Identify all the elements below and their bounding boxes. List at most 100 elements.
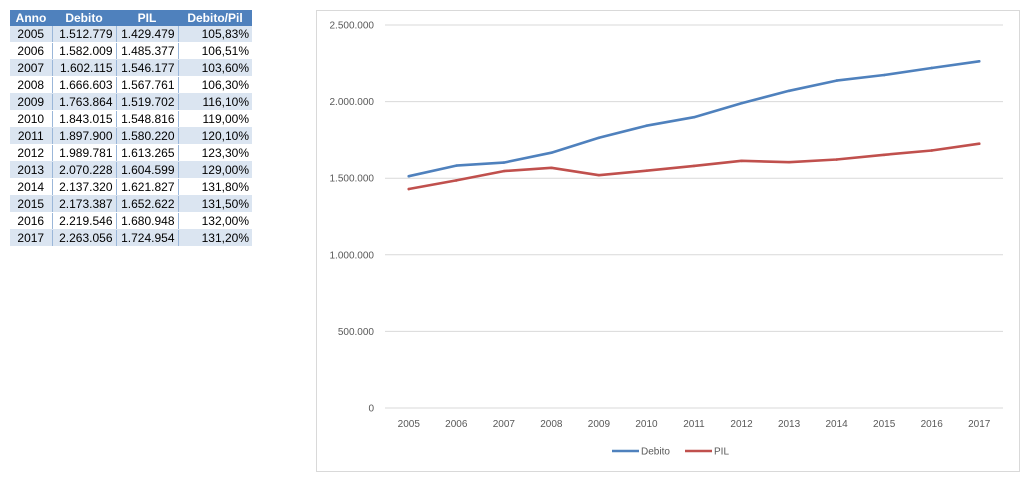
data-point-pil: [455, 179, 458, 182]
cell-debito[interactable]: 2.173.387: [52, 195, 117, 213]
cell-anno[interactable]: 2009: [10, 93, 53, 111]
cell-debito-pil[interactable]: 132,00%: [178, 212, 252, 230]
y-tick-label: 1.500.000: [330, 174, 375, 185]
table-row: 2007 1.602.115 1.546.177 103,60%: [10, 59, 252, 77]
cell-debito-pil[interactable]: 116,10%: [178, 93, 252, 111]
data-point-debito: [835, 79, 838, 82]
data-table: Anno Debito PIL Debito/Pil 2005 1.512.779…: [10, 10, 252, 247]
data-point-pil: [787, 160, 791, 164]
data-point-pil: [645, 169, 648, 173]
cell-debito-pil[interactable]: 119,00%: [178, 110, 252, 128]
data-point-debito: [692, 115, 696, 119]
data-point-debito: [502, 161, 506, 164]
cell-debito-pil[interactable]: 105,83%: [178, 26, 252, 43]
cell-anno[interactable]: 2007: [10, 59, 53, 77]
x-tick-label: 2012: [730, 419, 753, 430]
table-row: 2009 1.763.864 1.519.702 116,10%: [10, 93, 252, 111]
cell-debito-pil[interactable]: 120,10%: [178, 127, 252, 145]
cell-anno[interactable]: 2005: [10, 26, 53, 43]
cell-pil[interactable]: 1.724.954: [116, 229, 179, 247]
cell-debito[interactable]: 1.512.779: [52, 26, 117, 43]
x-tick-label: 2011: [683, 419, 705, 430]
header-anno[interactable]: Anno: [10, 10, 52, 26]
data-point-debito: [407, 174, 411, 178]
cell-debito[interactable]: 1.763.864: [52, 93, 117, 111]
cell-debito[interactable]: 1.989.781: [52, 144, 117, 162]
cell-pil[interactable]: 1.680.948: [116, 212, 179, 230]
cell-debito-pil[interactable]: 106,30%: [178, 76, 252, 94]
cell-anno[interactable]: 2013: [10, 161, 53, 179]
header-debito-pil[interactable]: Debito/Pil: [178, 10, 252, 26]
cell-debito[interactable]: 2.137.320: [52, 178, 117, 196]
data-point-debito: [455, 164, 458, 167]
y-tick-label: 1.000.000: [330, 250, 375, 261]
line-chart: 0 500.000 1.000.000 1.500.000 2.000.000 2.500…: [330, 21, 1003, 458]
table-body: 2005 1.512.779 1.429.479 105,83% 2006 1.582.0…: [10, 26, 252, 247]
cell-anno[interactable]: 2014: [10, 178, 53, 196]
table-row: 2012 1.989.781 1.613.265 123,30%: [10, 144, 252, 162]
table-row: 2008 1.666.603 1.567.761 106,30%: [10, 76, 252, 94]
cell-debito-pil[interactable]: 129,00%: [178, 161, 252, 179]
cell-debito[interactable]: 2.219.546: [52, 212, 117, 230]
cell-debito[interactable]: 1.666.603: [52, 76, 117, 94]
cell-anno[interactable]: 2010: [10, 110, 53, 128]
table-row: 2005 1.512.779 1.429.479 105,83%: [10, 26, 252, 43]
cell-pil[interactable]: 1.429.479: [116, 26, 179, 43]
data-point-debito: [882, 73, 886, 77]
y-tick-label: 2.500.000: [330, 21, 375, 32]
cell-pil[interactable]: 1.621.827: [116, 178, 179, 196]
table-row: 2016 2.219.546 1.680.948 132,00%: [10, 212, 252, 230]
cell-debito[interactable]: 1.582.009: [52, 42, 117, 60]
x-tick-label: 2015: [873, 419, 896, 430]
cell-debito[interactable]: 2.070.228: [52, 161, 117, 179]
x-tick-label: 2005: [398, 419, 421, 430]
cell-anno[interactable]: 2011: [10, 127, 53, 145]
cell-anno[interactable]: 2017: [10, 229, 53, 247]
x-tick-label: 2007: [493, 419, 516, 430]
data-point-debito: [930, 66, 933, 70]
data-point-pil: [692, 164, 696, 168]
x-tick-label: 2014: [825, 419, 848, 430]
cell-debito[interactable]: 1.897.900: [52, 127, 117, 145]
cell-debito-pil[interactable]: 131,50%: [178, 195, 252, 213]
data-point-debito: [645, 124, 648, 127]
header-debito[interactable]: Debito: [52, 10, 116, 26]
cell-debito-pil[interactable]: 131,80%: [178, 178, 252, 196]
data-point-pil: [597, 173, 601, 177]
data-point-pil: [502, 169, 506, 173]
x-tick-label: 2017: [968, 419, 991, 430]
data-point-pil: [930, 149, 933, 152]
cell-debito-pil[interactable]: 103,60%: [178, 59, 252, 77]
cell-pil[interactable]: 1.652.622: [116, 195, 179, 213]
data-point-pil: [740, 159, 743, 163]
series-line-debito: [407, 59, 981, 178]
data-point-pil: [977, 142, 981, 146]
cell-pil[interactable]: 1.548.816: [116, 110, 179, 128]
cell-debito-pil[interactable]: 123,30%: [178, 144, 252, 162]
cell-debito-pil[interactable]: 106,51%: [178, 42, 252, 60]
cell-debito-pil[interactable]: 131,20%: [178, 229, 252, 247]
cell-anno[interactable]: 2006: [10, 42, 53, 60]
header-pil[interactable]: PIL: [116, 10, 178, 26]
table-row: 2006 1.582.009 1.485.377 106,51%: [10, 42, 252, 60]
cell-pil[interactable]: 1.546.177: [116, 59, 179, 77]
cell-anno[interactable]: 2008: [10, 76, 53, 94]
table-row: 2011 1.897.900 1.580.220 120,10%: [10, 127, 252, 145]
legend-label-pil: PIL: [714, 447, 729, 458]
cell-pil[interactable]: 1.567.761: [116, 76, 179, 94]
cell-pil[interactable]: 1.580.220: [116, 127, 179, 145]
cell-pil[interactable]: 1.604.599: [116, 161, 179, 179]
cell-pil[interactable]: 1.485.377: [116, 42, 179, 60]
cell-anno[interactable]: 2015: [10, 195, 53, 213]
cell-debito[interactable]: 2.263.056: [52, 229, 117, 247]
table-row: 2017 2.263.056 1.724.954 131,20%: [10, 229, 252, 247]
chart-area[interactable]: 0 500.000 1.000.000 1.500.000 2.000.000 2.500…: [316, 10, 1020, 472]
cell-pil[interactable]: 1.613.265: [116, 144, 179, 162]
cell-debito[interactable]: 1.602.115: [52, 59, 117, 77]
cell-debito[interactable]: 1.843.015: [52, 110, 117, 128]
table-header-row: Anno Debito PIL Debito/Pil: [10, 10, 252, 26]
cell-anno[interactable]: 2012: [10, 144, 53, 162]
cell-anno[interactable]: 2016: [10, 212, 53, 230]
cell-pil[interactable]: 1.519.702: [116, 93, 179, 111]
data-point-pil: [835, 158, 838, 161]
